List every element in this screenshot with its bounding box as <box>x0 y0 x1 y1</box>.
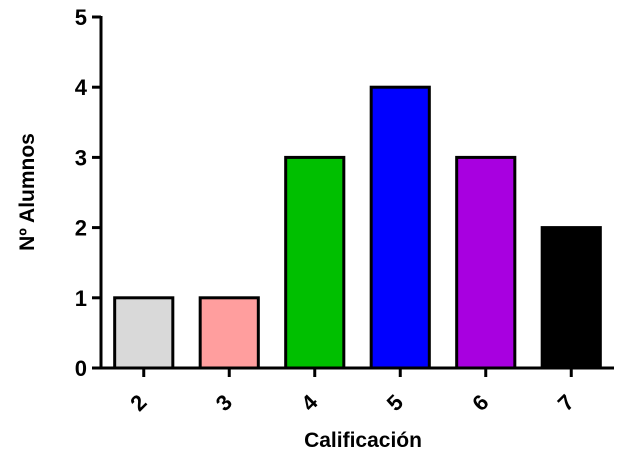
x-tick-label: 4 <box>296 389 323 416</box>
x-axis-title: Calificación <box>304 429 422 452</box>
bars <box>113 85 602 370</box>
x-tick-label: 2 <box>125 390 151 416</box>
y-tick-label: 2 <box>75 216 87 241</box>
bar-7 <box>540 226 602 370</box>
bar-4 <box>284 155 346 370</box>
y-tick-label: 0 <box>75 356 87 381</box>
y-tick-label: 3 <box>75 145 87 170</box>
y-tick-label: 4 <box>75 75 88 100</box>
x-axis-ticks: 2 3 4 5 6 7 <box>125 368 579 416</box>
bar-6 <box>455 155 517 370</box>
bar-3 <box>198 296 260 370</box>
y-tick-label: 5 <box>75 5 87 30</box>
x-tick-label: 6 <box>467 390 493 416</box>
y-tick-label: 1 <box>75 286 87 311</box>
bar-5 <box>369 85 431 370</box>
y-axis-ticks: 0 1 2 3 4 5 <box>75 5 101 381</box>
bar-2 <box>113 296 175 370</box>
x-tick-label: 7 <box>553 390 579 416</box>
x-tick-label: 3 <box>211 390 237 416</box>
x-tick-label: 5 <box>382 390 408 416</box>
y-axis-title: Nº Alumnos <box>16 133 39 251</box>
